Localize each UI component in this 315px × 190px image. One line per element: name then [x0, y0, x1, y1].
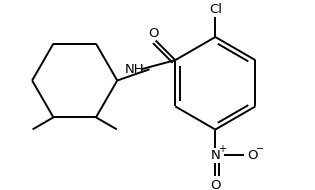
Text: O: O	[247, 149, 258, 162]
Text: +: +	[218, 144, 226, 154]
Text: N: N	[210, 149, 220, 162]
Text: −: −	[256, 144, 264, 154]
Text: O: O	[149, 27, 159, 40]
Text: Cl: Cl	[209, 3, 222, 16]
Text: NH: NH	[125, 63, 145, 76]
Text: O: O	[210, 179, 220, 190]
